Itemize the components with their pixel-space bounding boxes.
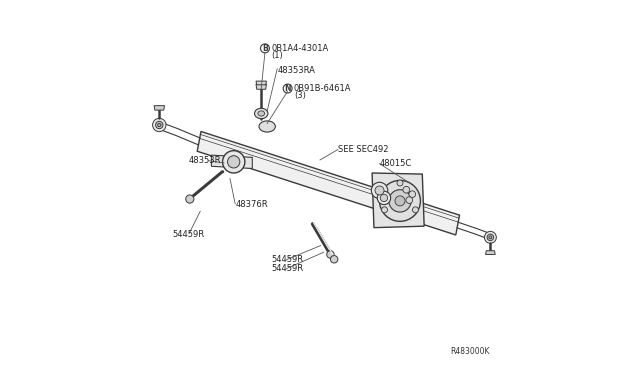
Text: N: N bbox=[284, 84, 291, 93]
Circle shape bbox=[186, 195, 194, 203]
Circle shape bbox=[380, 194, 388, 202]
Circle shape bbox=[395, 196, 405, 206]
Ellipse shape bbox=[255, 108, 268, 119]
Circle shape bbox=[378, 191, 390, 205]
Polygon shape bbox=[372, 173, 424, 228]
Text: (1): (1) bbox=[271, 51, 284, 60]
Circle shape bbox=[326, 251, 334, 258]
Polygon shape bbox=[154, 106, 164, 110]
Circle shape bbox=[330, 256, 338, 263]
Circle shape bbox=[380, 180, 420, 221]
Circle shape bbox=[484, 231, 497, 243]
Circle shape bbox=[371, 182, 388, 199]
Polygon shape bbox=[197, 131, 460, 235]
Circle shape bbox=[389, 190, 411, 212]
Text: 48353R: 48353R bbox=[189, 156, 221, 165]
Circle shape bbox=[412, 207, 419, 213]
Text: 48015C: 48015C bbox=[380, 159, 412, 168]
Circle shape bbox=[489, 236, 492, 239]
Circle shape bbox=[403, 186, 410, 193]
Text: 54459R: 54459R bbox=[172, 230, 204, 239]
Polygon shape bbox=[256, 81, 266, 85]
Circle shape bbox=[375, 186, 384, 195]
Ellipse shape bbox=[258, 111, 264, 116]
Text: 0B91B-6461A: 0B91B-6461A bbox=[294, 84, 351, 93]
Text: 54459R: 54459R bbox=[271, 264, 304, 273]
Ellipse shape bbox=[259, 121, 275, 132]
Text: R483000K: R483000K bbox=[450, 347, 490, 356]
Circle shape bbox=[409, 191, 415, 198]
Text: B: B bbox=[262, 44, 268, 53]
Circle shape bbox=[223, 151, 245, 173]
Circle shape bbox=[397, 180, 403, 186]
Circle shape bbox=[156, 121, 163, 129]
Circle shape bbox=[487, 234, 493, 241]
Text: 54459R: 54459R bbox=[271, 255, 304, 264]
Polygon shape bbox=[256, 84, 266, 89]
Text: 0B1A4-4301A: 0B1A4-4301A bbox=[271, 44, 329, 53]
Circle shape bbox=[406, 197, 413, 203]
Polygon shape bbox=[211, 155, 252, 169]
Text: SEE SEC492: SEE SEC492 bbox=[338, 145, 388, 154]
Polygon shape bbox=[486, 251, 495, 254]
Circle shape bbox=[228, 155, 240, 168]
Circle shape bbox=[152, 118, 166, 132]
Circle shape bbox=[381, 207, 387, 213]
Circle shape bbox=[157, 123, 161, 126]
Text: (3): (3) bbox=[294, 92, 306, 100]
Text: 48353RA: 48353RA bbox=[277, 66, 315, 75]
Text: 48376R: 48376R bbox=[235, 200, 268, 209]
